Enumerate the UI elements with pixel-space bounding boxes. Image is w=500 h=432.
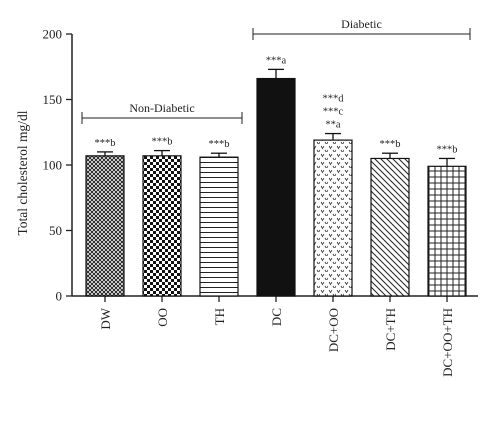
- y-tick-label: 50: [49, 223, 62, 238]
- significance-label: ***b: [152, 137, 173, 148]
- bar-dw: [85, 155, 125, 297]
- significance-label: **a: [325, 120, 341, 131]
- x-category-label: DC+OO: [326, 308, 341, 352]
- y-axis-title: Total cholesterol mg/dl: [15, 110, 30, 235]
- y-tick-label: 150: [43, 92, 63, 107]
- group-label: Diabetic: [341, 17, 382, 31]
- x-category-label: DC: [269, 308, 284, 326]
- significance-label: ***c: [323, 107, 344, 118]
- axes-layer: 0 50 100 150 200 Total cholesterol mg/dl: [15, 27, 478, 304]
- x-category-label: DC+TH: [383, 308, 398, 351]
- x-category-label: TH: [212, 308, 227, 325]
- y-tick-label: 100: [43, 158, 63, 173]
- significance-label: ***d: [323, 94, 345, 105]
- bar-dc-th: [370, 157, 410, 297]
- bar-oo: [142, 155, 182, 297]
- bar-th: [199, 156, 239, 297]
- bar-dc: [256, 77, 296, 297]
- x-category-label: DC+OO+TH: [440, 308, 455, 377]
- y-tick-label: 0: [56, 289, 63, 304]
- significance-label: ***b: [380, 139, 401, 150]
- y-tick-label: 200: [43, 27, 63, 42]
- significance-label: ***a: [266, 55, 287, 66]
- group-brackets-layer: Non-Diabetic Diabetic: [81, 17, 471, 124]
- bar-dc-oo-th: [427, 165, 467, 297]
- significance-label: ***b: [95, 138, 116, 149]
- x-category-label: OO: [155, 308, 170, 327]
- significance-label: ***b: [209, 139, 230, 150]
- significance-label: ***b: [437, 144, 458, 155]
- group-label: Non-Diabetic: [129, 101, 194, 115]
- bars-layer: [85, 68, 467, 297]
- labels-layer: DW ***b OO ***b TH ***b DC ***a DC+OO ***d ***c **a…: [95, 55, 458, 376]
- bar-dc-oo: [313, 139, 353, 297]
- x-category-label: DW: [98, 307, 113, 329]
